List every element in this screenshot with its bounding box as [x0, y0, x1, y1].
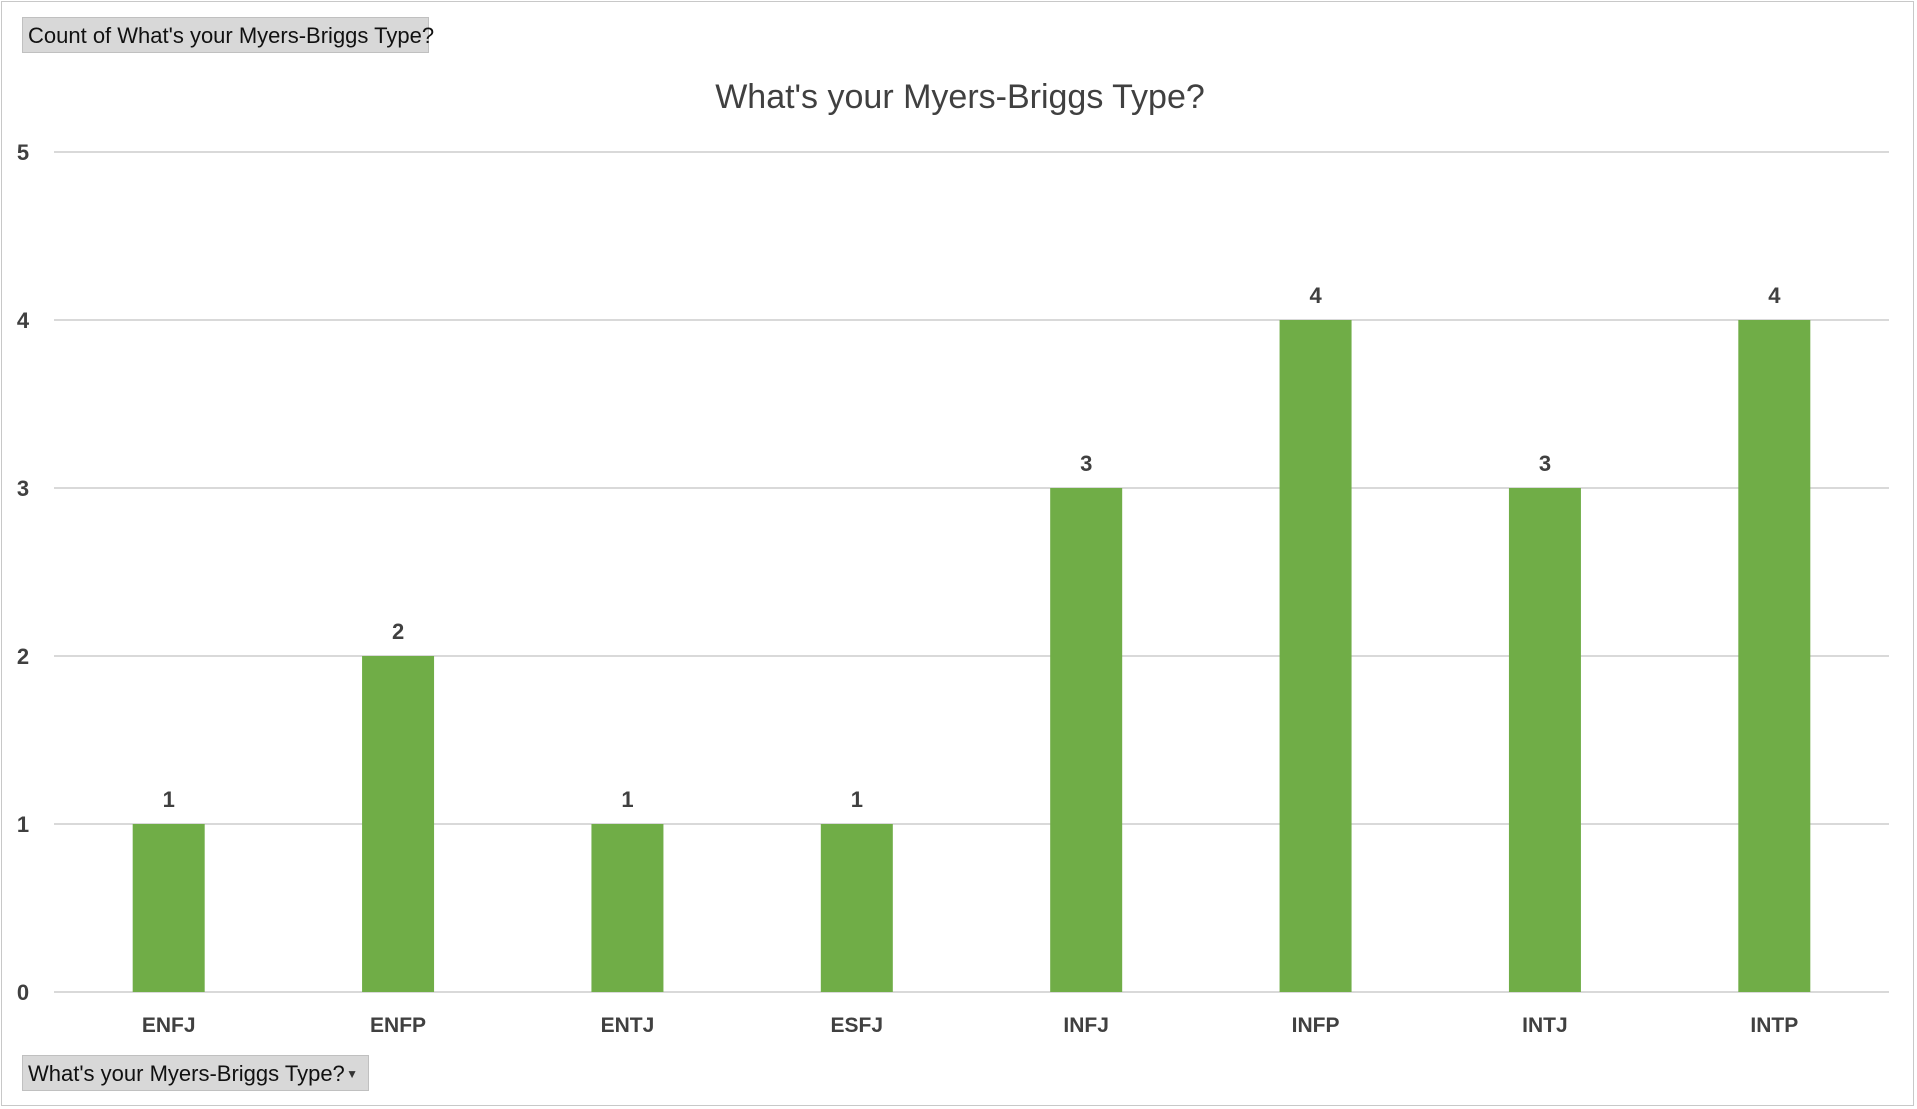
bar-infp[interactable]	[1279, 320, 1352, 992]
x-tick-label: INTJ	[1522, 1014, 1568, 1037]
y-axis: 0 1 2 3 4 5	[17, 140, 30, 1005]
y-tick-label: 1	[17, 812, 29, 837]
x-tick-label: ENFP	[370, 1014, 426, 1037]
axis-field-button[interactable]: What's your Myers-Briggs Type? ▼	[22, 1055, 369, 1091]
data-label: 1	[851, 787, 863, 812]
x-tick-label: ESFJ	[831, 1014, 884, 1037]
data-label: 3	[1080, 451, 1092, 476]
value-field-button[interactable]: Count of What's your Myers-Briggs Type?	[22, 17, 434, 53]
bar-entj[interactable]	[591, 824, 664, 992]
chevron-down-icon: ▼	[346, 1067, 358, 1081]
bar-esfj[interactable]	[820, 824, 893, 992]
axis-field-label: What's your Myers-Briggs Type?	[28, 1061, 345, 1086]
x-tick-label: INFP	[1292, 1014, 1340, 1037]
x-tick-label: ENFJ	[142, 1014, 196, 1037]
bar-intj[interactable]	[1508, 488, 1581, 992]
bar-intp[interactable]	[1738, 320, 1811, 992]
data-label: 1	[621, 787, 633, 812]
y-tick-label: 4	[17, 308, 30, 333]
y-tick-label: 2	[17, 644, 29, 669]
bar-enfp[interactable]	[362, 656, 435, 992]
bars: 1 2 1 1 3 4 3 4	[132, 283, 1811, 992]
data-label: 1	[163, 787, 175, 812]
chart-title: What's your Myers-Briggs Type?	[715, 78, 1205, 116]
bar-enfj[interactable]	[132, 824, 205, 992]
data-label: 3	[1539, 451, 1551, 476]
value-field-label: Count of What's your Myers-Briggs Type?	[28, 23, 435, 48]
data-label: 4	[1768, 283, 1781, 308]
x-axis: ENFJ ENFP ENTJ ESFJ INFJ INFP INTJ INTP	[142, 1014, 1798, 1037]
gridlines	[54, 151, 1889, 993]
x-tick-label: ENTJ	[601, 1014, 655, 1037]
y-tick-label: 5	[17, 140, 29, 165]
y-tick-label: 0	[17, 980, 29, 1005]
x-tick-label: INTP	[1750, 1014, 1798, 1037]
x-tick-label: INFJ	[1063, 1014, 1109, 1037]
data-label: 4	[1309, 283, 1322, 308]
y-tick-label: 3	[17, 476, 29, 501]
data-label: 2	[392, 619, 404, 644]
bar-infj[interactable]	[1050, 488, 1123, 992]
